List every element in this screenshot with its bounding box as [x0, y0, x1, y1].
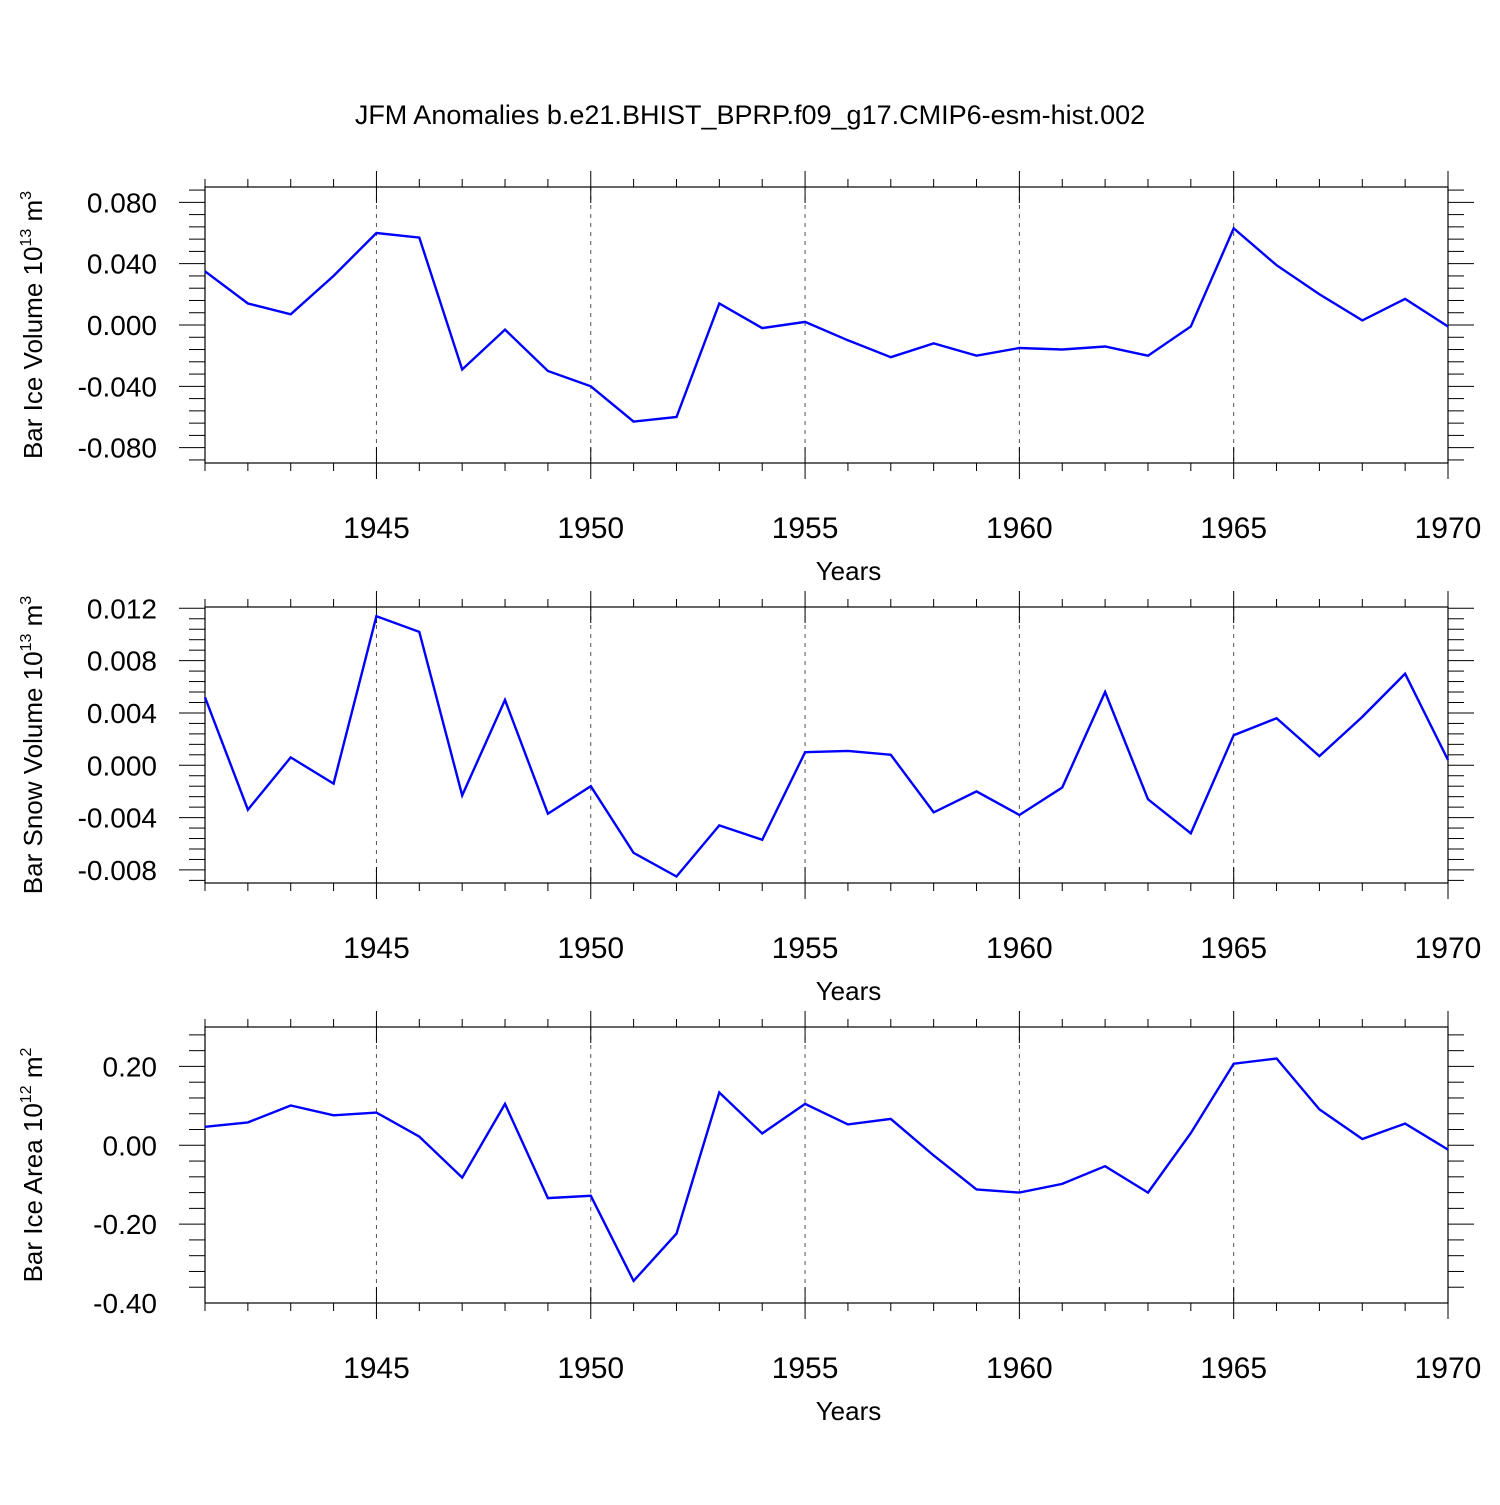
y-axis-title-exponent: 13 — [18, 633, 35, 651]
y-tick-label: 0.20 — [103, 1051, 158, 1082]
x-tick-label-1945: 1945 — [343, 512, 410, 545]
y-axis-title-exponent: 13 — [18, 229, 35, 247]
plot-frame — [204, 606, 1449, 884]
y-axis-title-unit: m — [18, 605, 48, 634]
y-tick-label: 0.012 — [87, 593, 157, 624]
y-axis-title-prefix: Bar Snow Volume 10 — [18, 651, 48, 894]
panel-1: 1945 1950 1955 1960 1965 1970 Years 0.080 0.040 0… — [18, 171, 1481, 586]
plot-frame — [204, 186, 1449, 464]
y-tick-label: -0.004 — [78, 803, 157, 834]
series-line-1 — [204, 1057, 1449, 1284]
x-tick-label-1945: 1945 — [343, 932, 410, 965]
y-tick-label: 0.004 — [87, 698, 157, 729]
panel-3: 1945 1950 1955 1960 1965 1970 Years 0.20 0.00 -0.… — [18, 1011, 1481, 1426]
y-tick-label: -0.040 — [78, 371, 157, 402]
y-tick-label: 0.000 — [87, 310, 157, 341]
y-tick-label: 0.00 — [103, 1130, 158, 1161]
x-tick-label-1950: 1950 — [557, 1352, 624, 1385]
y-axis-title-unit: m — [18, 200, 48, 229]
x-axis-title: Years — [816, 556, 882, 586]
plot-frame — [204, 1026, 1449, 1304]
x-tick-label-1945: 1945 — [343, 1352, 410, 1385]
x-tick-label-1965: 1965 — [1200, 1352, 1267, 1385]
x-axis-title: Years — [816, 1396, 882, 1426]
x-tick-label-1955: 1955 — [772, 512, 839, 545]
y-tick-label: 0.080 — [87, 187, 157, 218]
x-tick-label-1960: 1960 — [986, 1352, 1053, 1385]
y-tick-label: -0.080 — [78, 433, 157, 464]
y-tick-label: 0.040 — [87, 249, 157, 280]
figure-title: JFM Anomalies b.e21.BHIST_BPRP.f09_g17.C… — [355, 100, 1145, 130]
y-tick-label: -0.20 — [93, 1209, 157, 1240]
x-axis-title: Years — [816, 976, 882, 1006]
series-line-1 — [204, 226, 1449, 423]
y-axis-title-unit: m — [18, 1056, 48, 1085]
x-tick-label-1965: 1965 — [1200, 932, 1267, 965]
y-tick-label: 0.008 — [87, 646, 157, 677]
x-tick-label-1970: 1970 — [1415, 512, 1482, 545]
series-line-1 — [203, 614, 1450, 879]
y-axis-title: Bar Ice Area 1012 m2 — [18, 1047, 48, 1282]
y-axis-title-unit-exponent: 2 — [18, 1047, 35, 1056]
y-tick-label: -0.40 — [93, 1288, 157, 1319]
x-tick-label-1950: 1950 — [557, 512, 624, 545]
x-tick-label-1960: 1960 — [986, 932, 1053, 965]
y-tick-label: 0.000 — [87, 750, 157, 781]
y-axis-title-unit-exponent: 3 — [18, 596, 35, 605]
x-tick-label-1950: 1950 — [557, 932, 624, 965]
y-axis-title: Bar Ice Volume 1013 m3 — [18, 191, 48, 459]
y-axis-title-prefix: Bar Ice Area 10 — [18, 1103, 48, 1282]
panel-2: 1945 1950 1955 1960 1965 1970 Years 0.012 0.008 0… — [18, 591, 1481, 1006]
x-tick-label-1970: 1970 — [1415, 932, 1482, 965]
x-tick-label-1970: 1970 — [1415, 1352, 1482, 1385]
y-axis-title: Bar Snow Volume 1013 m3 — [18, 596, 48, 895]
x-tick-label-1955: 1955 — [772, 932, 839, 965]
y-axis-title-unit-exponent: 3 — [18, 191, 35, 200]
y-tick-label: -0.008 — [78, 855, 157, 886]
x-tick-label-1965: 1965 — [1200, 512, 1267, 545]
x-tick-label-1960: 1960 — [986, 512, 1053, 545]
y-axis-title-exponent: 12 — [18, 1085, 35, 1103]
y-axis-title-prefix: Bar Ice Volume 10 — [18, 247, 48, 459]
x-tick-label-1955: 1955 — [772, 1352, 839, 1385]
